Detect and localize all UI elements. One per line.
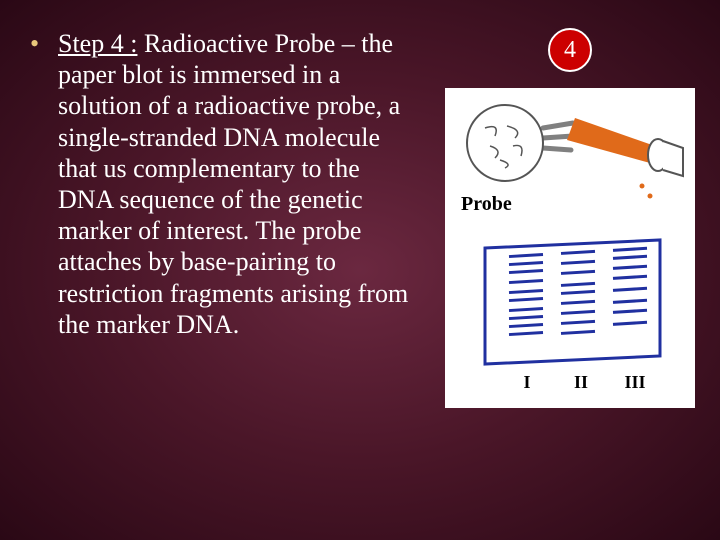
probe-diagram: Probe IIIIII	[445, 88, 695, 408]
step-number-badge: 4	[548, 28, 592, 72]
svg-text:III: III	[624, 372, 645, 392]
svg-text:Probe: Probe	[461, 193, 512, 215]
svg-text:II: II	[574, 372, 588, 392]
bullet-item: • Step 4 : Radioactive Probe – the paper…	[30, 28, 420, 340]
svg-text:I: I	[523, 372, 530, 392]
step-text: Step 4 : Radioactive Probe – the paper b…	[58, 28, 420, 340]
diagram-svg: Probe IIIIII	[445, 88, 695, 408]
right-column: 4 Probe	[440, 28, 700, 408]
step-body: Radioactive Probe – the paper blot is im…	[58, 29, 408, 339]
step-title: Step 4 :	[58, 29, 137, 58]
bullet-glyph: •	[30, 28, 58, 340]
text-column: • Step 4 : Radioactive Probe – the paper…	[30, 28, 420, 408]
